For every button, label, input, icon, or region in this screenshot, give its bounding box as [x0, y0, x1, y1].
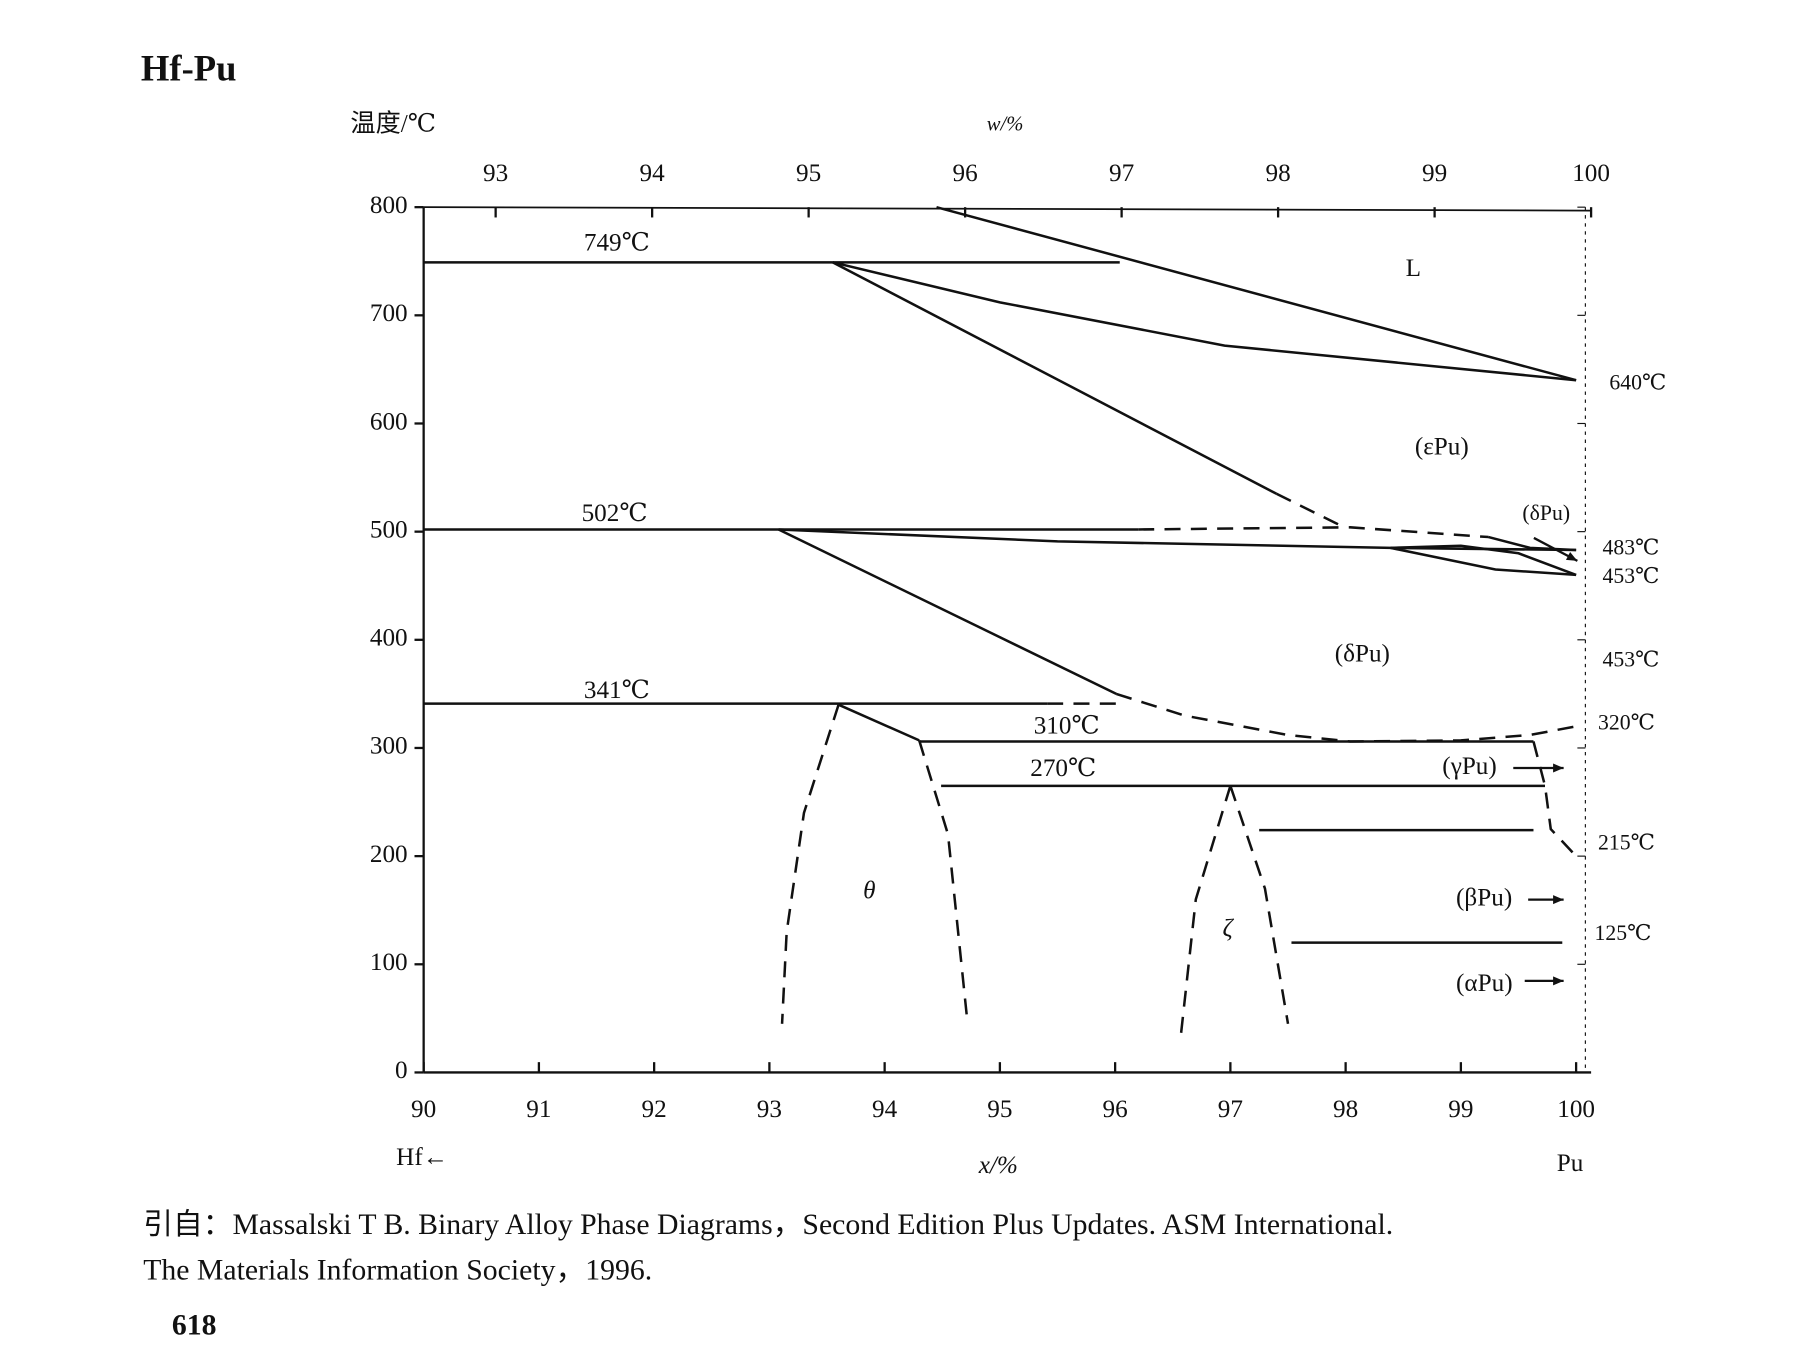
x-tick-label: 95: [987, 1096, 1012, 1123]
y-axis-label: 温度/℃: [350, 110, 436, 138]
phase-boundary: [1532, 741, 1578, 857]
top-tick-label: 96: [953, 160, 978, 187]
top-tick-label: 97: [1109, 160, 1134, 187]
arrow-head: [1553, 976, 1564, 986]
x-tick-label: 97: [1218, 1096, 1243, 1123]
y-tick-label: 400: [370, 625, 408, 652]
arrow-head: [1553, 763, 1564, 773]
annotation: (αPu): [1456, 970, 1513, 997]
phase-boundary: [1229, 785, 1290, 1024]
x-tick-label: 100: [1557, 1096, 1595, 1123]
annotation: 320℃: [1598, 710, 1655, 734]
annotation: (δPu): [1335, 641, 1390, 668]
annotation: 453℃: [1603, 648, 1660, 672]
annotation: L: [1406, 255, 1421, 282]
annotation: θ: [863, 878, 875, 905]
annotation: 749℃: [584, 230, 650, 257]
annotation: 483℃: [1603, 535, 1660, 559]
annotation: (εPu): [1415, 433, 1469, 460]
y-tick-label: 300: [370, 733, 408, 760]
annotation: (γPu): [1442, 753, 1496, 780]
phase-boundary: [1390, 546, 1577, 577]
top-tick-label: 98: [1266, 160, 1291, 187]
x-tick-label: 92: [642, 1096, 667, 1123]
x-tick-label: 98: [1333, 1096, 1358, 1123]
top-tick-label: 94: [640, 160, 666, 187]
annotation: 341℃: [584, 677, 650, 704]
arrow-head: [1565, 551, 1578, 561]
x-tick-label: 91: [526, 1096, 551, 1123]
x-tick-label: 93: [757, 1096, 782, 1123]
top-tick-label: 100: [1572, 160, 1610, 187]
right-element: Pu: [1557, 1150, 1584, 1177]
top-axis-label: w/%: [987, 114, 1024, 136]
annotation: 270℃: [1030, 755, 1096, 782]
annotation: 640℃: [1609, 371, 1666, 395]
x-tick-label: 90: [411, 1096, 436, 1123]
phase-boundary: [1390, 544, 1577, 577]
left-element: Hf←: [396, 1144, 448, 1171]
phase-boundary: [918, 740, 969, 1024]
y-tick-label: 100: [370, 949, 408, 976]
top-tick-label: 93: [483, 160, 508, 187]
phase-boundary: [832, 261, 1278, 495]
annotation: 453℃: [1603, 564, 1660, 588]
phase-boundary: [838, 703, 920, 742]
phase-boundary: [1179, 785, 1232, 1036]
x-tick-label: 96: [1103, 1096, 1128, 1123]
top-tick-label: 99: [1422, 160, 1447, 187]
phase-boundary: [936, 205, 1577, 382]
annotation: 310℃: [1034, 713, 1100, 740]
top-tick-label: 95: [796, 160, 821, 187]
x-tick-label: 94: [872, 1096, 898, 1123]
phase-boundary: [1275, 492, 1341, 527]
annotation: 215℃: [1598, 831, 1655, 855]
phase-boundary: [1138, 526, 1489, 539]
phase-boundary: [832, 261, 1577, 382]
y-tick-label: 500: [370, 516, 408, 543]
annotation: (δPu): [1522, 501, 1570, 525]
y-tick-label: 700: [370, 300, 408, 327]
annotation: (βPu): [1456, 884, 1512, 911]
x-axis-label: x/%: [978, 1152, 1018, 1179]
caption-line: 引自：Massalski T B. Binary Alloy Phase Dia…: [143, 1208, 1393, 1241]
annotation: ζ: [1223, 915, 1235, 942]
annotation: 502℃: [582, 500, 648, 527]
y-tick-label: 800: [370, 192, 408, 219]
axis-line: [423, 206, 1592, 212]
y-tick-label: 600: [370, 408, 408, 435]
phase-boundary: [780, 704, 840, 1024]
annotation: 125℃: [1595, 921, 1652, 945]
phase-boundary: [778, 528, 1117, 696]
y-tick-label: 0: [395, 1057, 408, 1084]
caption-line: The Materials Information Society，1996.: [143, 1254, 652, 1287]
page-title: Hf-Pu: [141, 48, 237, 89]
x-tick-label: 99: [1448, 1096, 1473, 1123]
page-number: 618: [172, 1309, 217, 1342]
arrow-head: [1553, 895, 1564, 905]
y-tick-label: 200: [370, 841, 408, 868]
